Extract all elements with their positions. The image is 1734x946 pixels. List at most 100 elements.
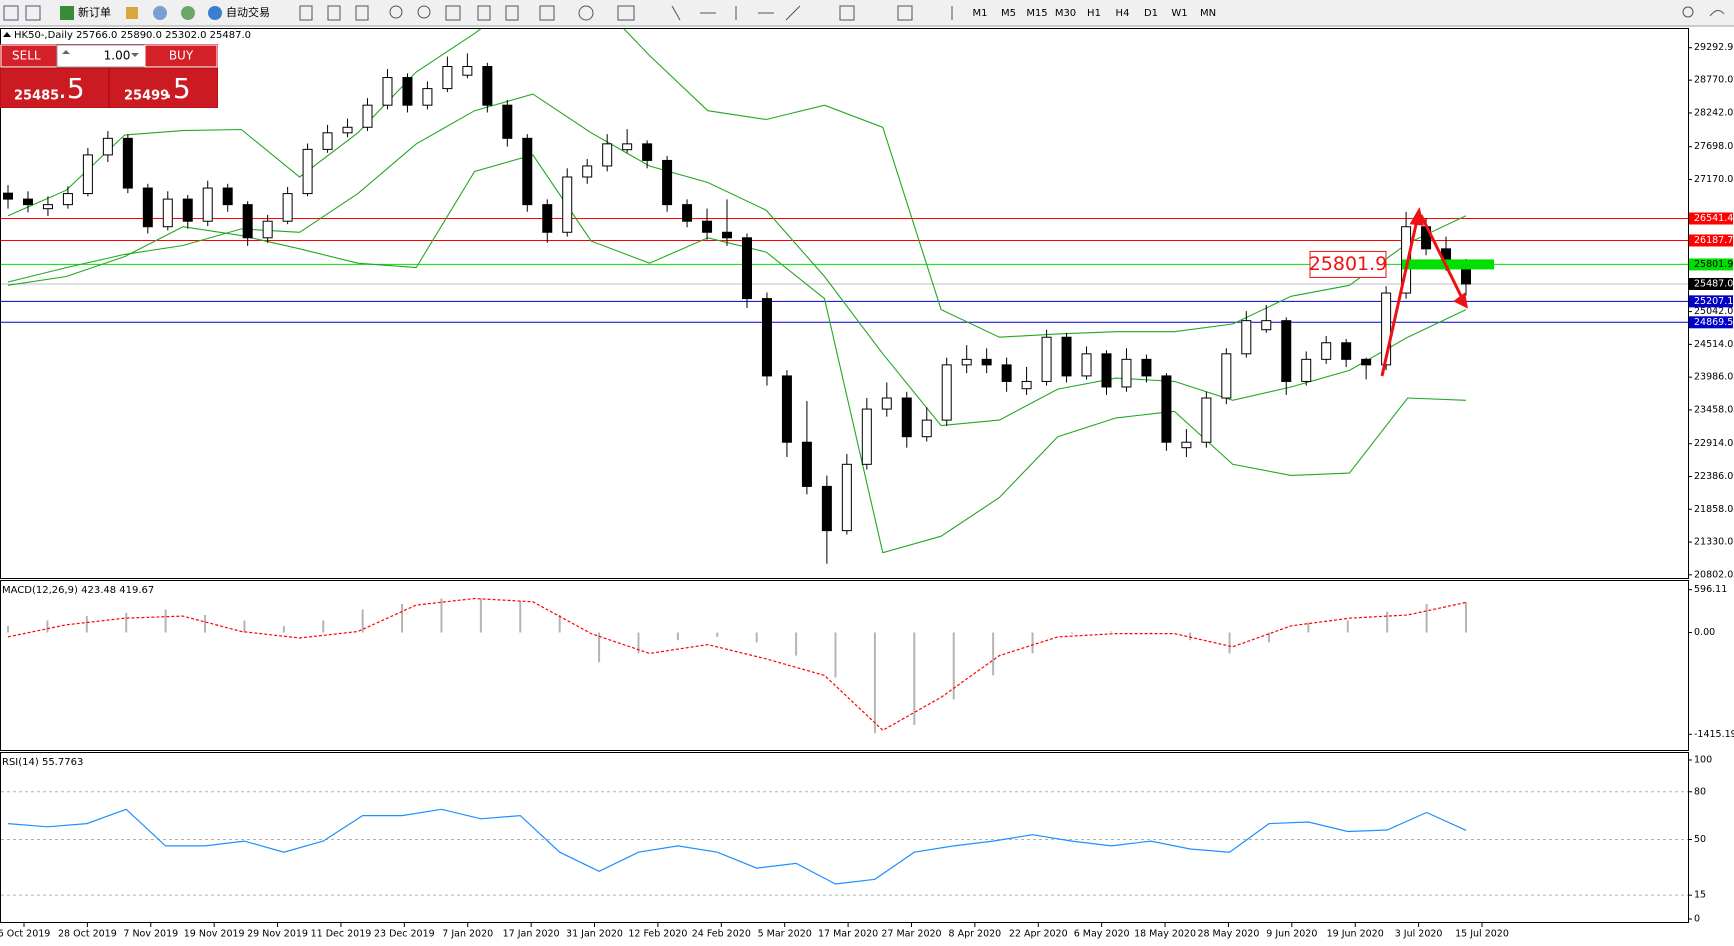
icon[interactable]	[355, 5, 369, 21]
timeframe-button[interactable]: H1	[1087, 8, 1101, 19]
buy-button[interactable]	[144, 44, 218, 68]
price-level-label: 26541.4	[1694, 213, 1733, 224]
icon[interactable]	[181, 6, 195, 20]
timeframe-button[interactable]: M30	[1055, 8, 1076, 19]
buy-price-fraction[interactable]: .5	[164, 72, 191, 105]
price-level-label: 25801.9	[1694, 259, 1733, 270]
bollinger-middle	[7, 93, 1467, 427]
y-tick-label: 0.00	[1694, 627, 1715, 638]
candle-body	[222, 187, 233, 206]
timeframe-button[interactable]: M15	[1026, 8, 1047, 19]
icon[interactable]	[539, 5, 555, 21]
sell-price-fraction[interactable]: .5	[58, 72, 85, 105]
x-tick-label: 15 Jul 2020	[1455, 929, 1509, 940]
icon[interactable]	[477, 5, 491, 21]
candle-body	[941, 364, 952, 421]
macd-panel	[0, 580, 1689, 751]
icon[interactable]	[126, 7, 138, 19]
icon[interactable]	[617, 5, 635, 21]
toolbar-icons: 新订单 自动交易	[3, 5, 1725, 21]
timeframe-button[interactable]: M1	[973, 8, 988, 19]
x-tick-label: 17 Jan 2020	[503, 929, 560, 940]
new-order[interactable]: 新订单	[78, 5, 111, 19]
buy-price[interactable]: 25499	[124, 89, 169, 104]
candle-body	[382, 77, 393, 106]
lots-down[interactable]	[62, 50, 70, 54]
icon[interactable]	[25, 5, 41, 21]
macd-title: MACD(12,26,9) 423.48 419.67	[2, 585, 154, 596]
price-level-label: 24869.5	[1694, 317, 1733, 328]
x-tick-label: 23 Dec 2019	[374, 929, 435, 940]
candle-body	[702, 220, 713, 233]
x-tick-label: 12 Feb 2020	[628, 929, 687, 940]
timeframe-button[interactable]: D1	[1144, 8, 1158, 19]
buy-price-box[interactable]	[110, 69, 217, 107]
icon[interactable]	[1709, 10, 1725, 17]
arrow-head	[1409, 206, 1424, 226]
icon[interactable]	[445, 5, 461, 21]
one-click-trading: SELL 1.00 BUY 25485 .5 25499 .5	[0, 44, 218, 108]
x-tick-label: 7 Jan 2020	[442, 929, 493, 940]
candle-body	[502, 104, 513, 139]
icon[interactable]	[327, 5, 341, 21]
candle-body	[42, 204, 53, 210]
icon[interactable]	[389, 5, 403, 19]
buy-label[interactable]: BUY	[169, 49, 194, 63]
candle-body	[1101, 353, 1112, 388]
lots-input[interactable]	[56, 44, 146, 68]
timeframe-button[interactable]: W1	[1171, 8, 1187, 19]
icon[interactable]	[839, 5, 855, 21]
lots-up[interactable]	[131, 53, 139, 57]
candle-body	[522, 137, 533, 206]
candle-body	[22, 198, 33, 206]
candle-body	[682, 204, 693, 222]
search-icon[interactable]	[1682, 6, 1694, 18]
candle-body	[861, 408, 872, 465]
price-level-label: 25487.0	[1694, 278, 1733, 289]
collapse-icon[interactable]	[3, 32, 11, 37]
icon[interactable]	[505, 5, 519, 21]
candle-body	[1001, 364, 1012, 382]
auto-trading[interactable]: 自动交易	[226, 5, 270, 19]
x-tick-label: 29 Nov 2019	[247, 929, 308, 940]
sell-price-box[interactable]	[1, 69, 108, 107]
x-tick-label: 27 Mar 2020	[881, 929, 941, 940]
timeframe-button[interactable]: M5	[1001, 8, 1016, 19]
candle-body	[1061, 336, 1072, 377]
candle-body	[1321, 342, 1332, 360]
candle-body	[1261, 320, 1272, 331]
x-tick-label: 7 Nov 2019	[123, 929, 178, 940]
y-tick-label: 100	[1694, 755, 1712, 766]
timeframe-button[interactable]: H4	[1116, 8, 1130, 19]
sell-label[interactable]: SELL	[12, 49, 41, 63]
level-highlight	[1402, 259, 1494, 270]
candle-body	[342, 126, 353, 134]
bollinger-upper	[7, 29, 1467, 338]
candle-body	[462, 66, 473, 76]
price-level-box	[1689, 277, 1733, 290]
icon[interactable]	[897, 5, 913, 21]
y-tick-label: 27170.0	[1694, 174, 1733, 185]
icon[interactable]	[417, 5, 431, 19]
icon[interactable]	[785, 5, 801, 21]
icon[interactable]	[3, 5, 19, 21]
candle-body	[1341, 342, 1352, 360]
icon[interactable]	[153, 6, 167, 20]
price-level-box	[1689, 212, 1733, 225]
y-tick-label: 596.11	[1694, 584, 1727, 595]
icon[interactable]	[578, 5, 594, 21]
timeframe-button[interactable]: MN	[1200, 8, 1216, 19]
x-tick-label: 28 May 2020	[1197, 929, 1259, 940]
sell-price[interactable]: 25485	[14, 89, 59, 104]
icon[interactable]	[299, 5, 313, 21]
icon[interactable]	[671, 5, 681, 21]
candle-body	[1221, 353, 1232, 399]
auto-trading-icon[interactable]	[208, 6, 222, 20]
price-level-box	[1689, 234, 1733, 247]
candle-body	[1281, 320, 1292, 382]
candle-body	[881, 397, 892, 410]
toolbar	[0, 0, 1734, 26]
new-order-icon[interactable]	[60, 6, 74, 20]
lots-value[interactable]: 1.00	[104, 49, 131, 63]
